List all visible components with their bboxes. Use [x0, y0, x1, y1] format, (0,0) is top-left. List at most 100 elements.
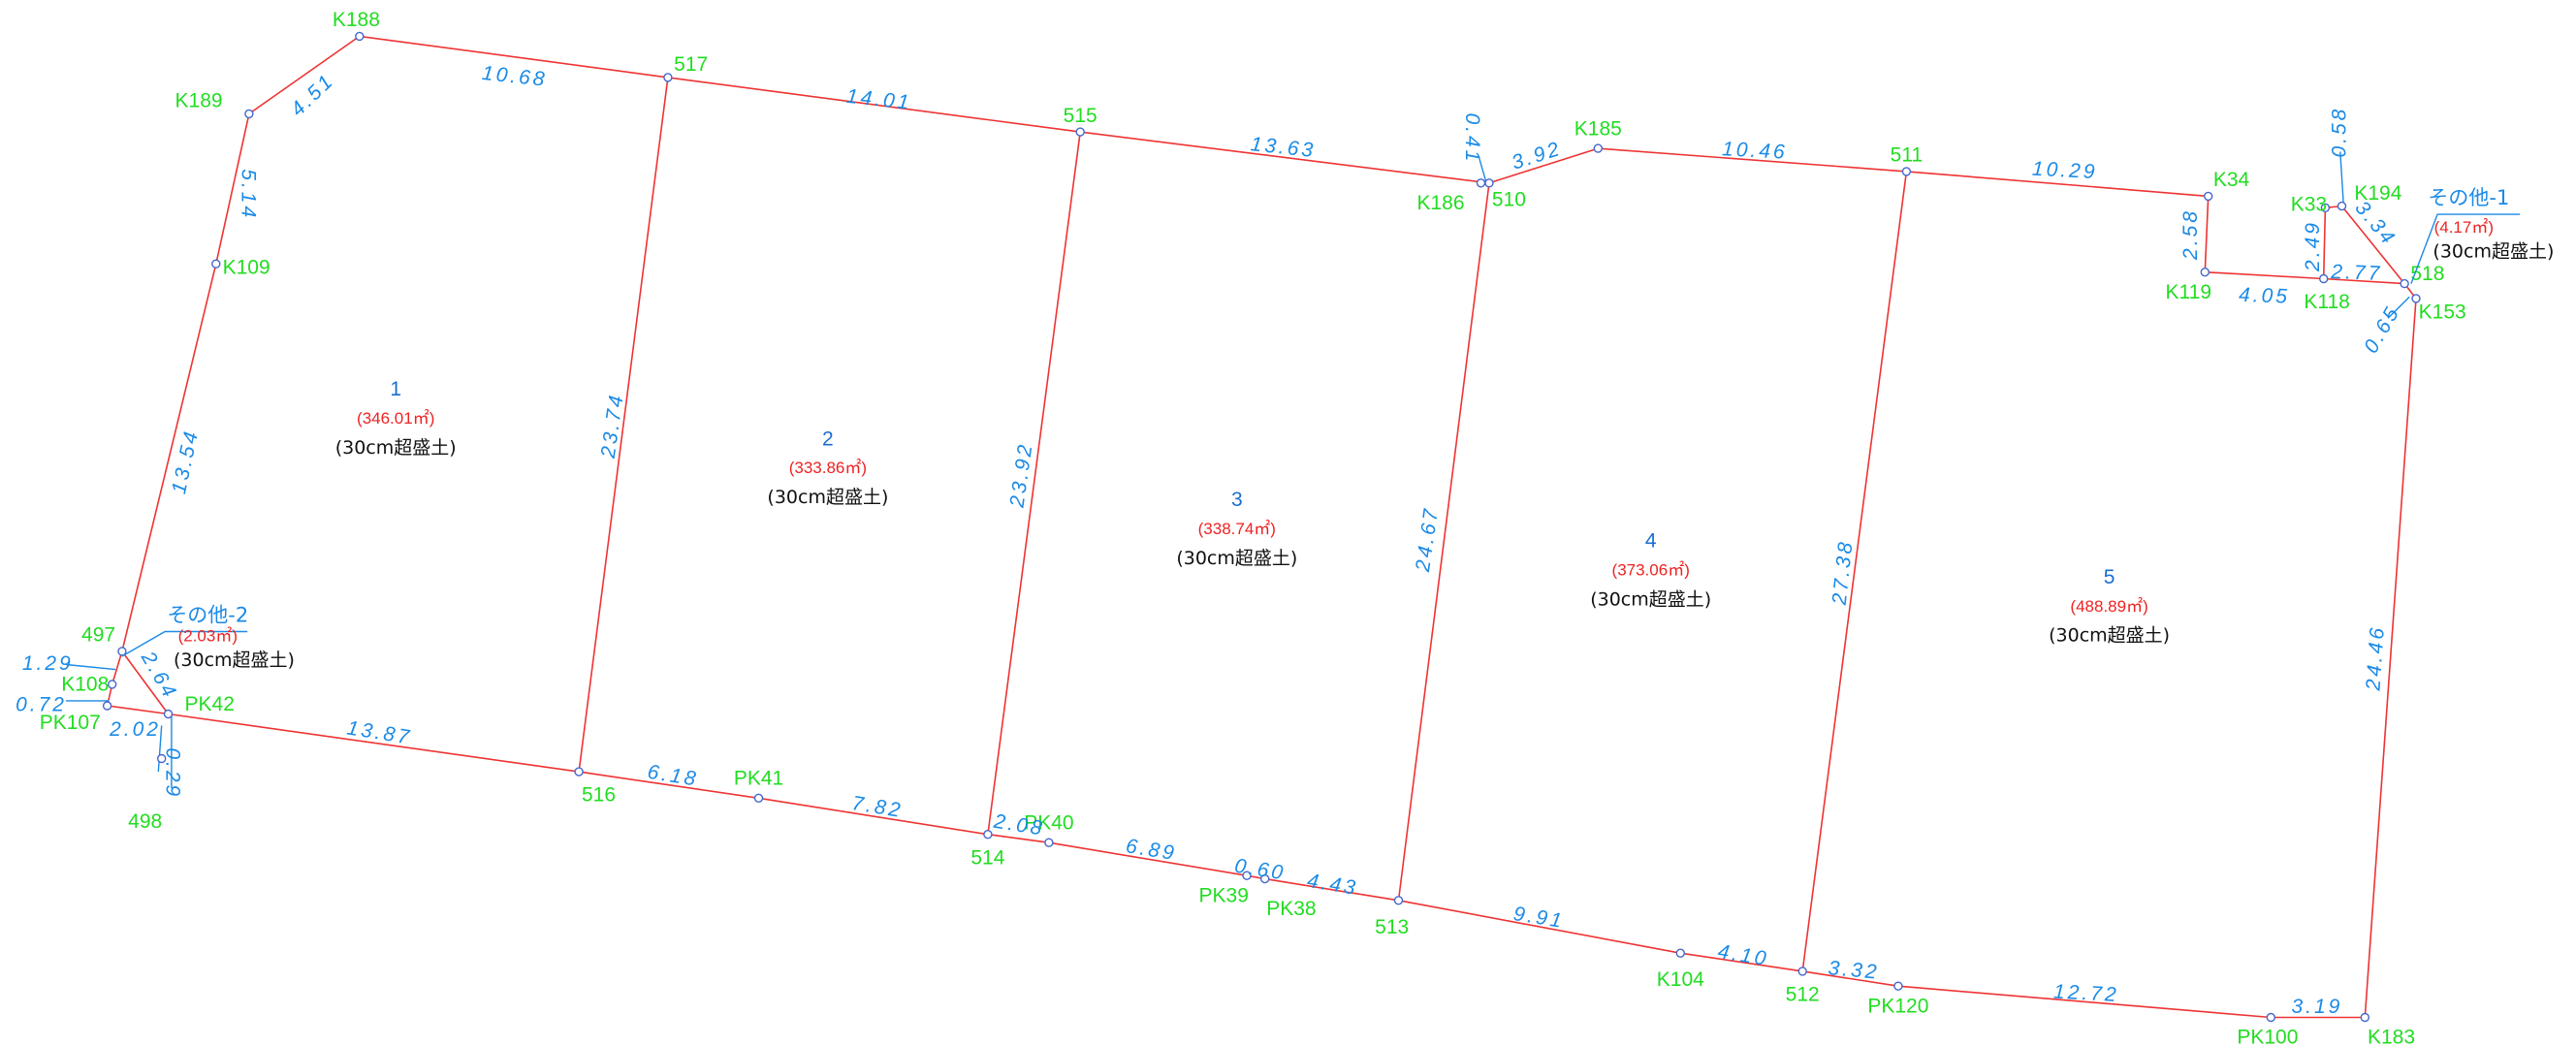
other-area-name: その他-2 — [167, 603, 248, 626]
survey-point-marker — [2411, 294, 2421, 303]
survey-point-marker — [2266, 1012, 2276, 1023]
boundary-line-513-K104 — [1398, 900, 1681, 954]
survey-point-marker — [211, 259, 221, 269]
survey-point-markers — [102, 31, 2421, 1023]
other-area-name: その他-1 — [2428, 186, 2509, 209]
other-area-size: (4.17㎡) — [2434, 218, 2494, 237]
survey-point-label: K108 — [61, 674, 109, 696]
survey-point-label: K34 — [2213, 169, 2250, 191]
survey-point-marker — [1797, 967, 1807, 976]
dimension-label: 23.74 — [597, 392, 628, 460]
survey-point-label: K194 — [2354, 182, 2401, 205]
survey-point-label: 512 — [1786, 984, 1820, 1006]
dimension-label: 13.63 — [1250, 133, 1318, 162]
survey-point-marker — [1593, 143, 1604, 153]
survey-point-label: 498 — [128, 810, 162, 833]
survey-point-label: K109 — [223, 256, 270, 278]
boundary-line-K188-517 — [359, 35, 669, 79]
survey-point-labels: K188 K189 K109 497 K108 PK107 PK42 498 517 516 PK4… — [40, 9, 2466, 1046]
survey-point-label: K153 — [2419, 301, 2466, 323]
dimension-label: 0.72 — [16, 694, 67, 716]
survey-point-label: 510 — [1492, 189, 1526, 211]
survey-point-label: K118 — [2304, 291, 2350, 313]
dimension-label: 14.01 — [845, 85, 913, 114]
dimension-label: 2.49 — [2302, 220, 2324, 272]
survey-point-marker — [753, 793, 764, 803]
boundary-line-PK107-PK42 — [107, 705, 169, 715]
survey-point-marker — [107, 680, 117, 689]
boundary-line-PK120-PK100 — [1897, 985, 2272, 1019]
dimension-label: 2.58 — [2179, 208, 2202, 261]
dimension-label: 7.82 — [850, 792, 905, 822]
dimension-label: 4.10 — [1716, 940, 1770, 970]
survey-point-marker — [1484, 178, 1494, 188]
boundary-line-K118-518 — [2323, 277, 2405, 285]
survey-point-marker — [117, 647, 127, 656]
boundary-line-PK40-PK39 — [1048, 841, 1248, 876]
leader-lines — [65, 151, 2410, 789]
survey-point-label: 511 — [1891, 144, 1923, 167]
boundary-line-K118-K119 — [2205, 270, 2324, 280]
survey-point-label: K185 — [1574, 118, 1622, 141]
boundary-line-510-513 — [1397, 182, 1490, 901]
survey-point-label: K188 — [333, 9, 380, 31]
survey-point-label: PK40 — [1024, 812, 1073, 835]
boundary-line-K189-K109 — [215, 113, 250, 265]
dimension-leader-line — [65, 663, 116, 671]
boundary-line-PK38-513 — [1264, 877, 1399, 902]
boundary-line-516-PK41 — [578, 771, 759, 800]
survey-point-marker — [2400, 278, 2409, 289]
boundary-line-PK41-514 — [758, 797, 989, 836]
dimension-leader-line — [1479, 158, 1487, 182]
parcel-boundary-lines — [106, 35, 2417, 1019]
lot-number: 1 — [390, 378, 401, 400]
lot-area: (373.06㎡) — [1612, 561, 1690, 580]
lot-note: (30cm超盛土) — [1590, 588, 1711, 610]
survey-point-label: 516 — [582, 784, 616, 807]
survey-point-label: 517 — [674, 53, 708, 76]
survey-point-marker — [1393, 896, 1404, 905]
boundary-line-510-K185 — [1488, 147, 1599, 184]
dimension-label: 4.51 — [287, 69, 339, 120]
survey-point-marker — [244, 109, 254, 119]
other-area-labels: その他-1 (4.17㎡) (30cm超盛土) その他-2(2.03㎡) (30cm超盛… — [121, 186, 2554, 671]
lot-number: 5 — [2104, 566, 2115, 588]
survey-point-marker — [2318, 273, 2329, 284]
dimension-label: 10.46 — [1722, 138, 1789, 164]
dimension-label: 3.19 — [2291, 996, 2342, 1018]
survey-point-label: 497 — [81, 624, 115, 647]
boundary-line-511-K34 — [1906, 171, 2209, 198]
dimension-label: 24.67 — [1412, 505, 1443, 574]
lot-note: (30cm超盛土) — [767, 487, 888, 508]
dimension-leader-line — [2339, 151, 2344, 205]
survey-point-label: PK120 — [1867, 995, 1928, 1017]
boundary-line-K104-512 — [1680, 952, 1803, 972]
dimension-label: 13.54 — [168, 428, 204, 496]
lot-area: (488.89㎡) — [2070, 597, 2147, 616]
lot-labels: 1 (346.01㎡) (30cm超盛土) 2 (333.86㎡) (30cm超盛土) 3 (… — [335, 378, 2170, 647]
survey-point-marker — [102, 701, 112, 711]
lot-area: (346.01㎡) — [357, 409, 434, 428]
dimension-label: 6.18 — [646, 761, 700, 791]
survey-point-label: K33 — [2291, 194, 2327, 216]
boundary-line-K183-K153 — [2364, 298, 2417, 1018]
lot-area: (338.74㎡) — [1198, 520, 1276, 538]
survey-point-label: K183 — [2368, 1027, 2415, 1046]
dimension-label: 1.29 — [22, 652, 74, 675]
boundary-line-K33-K118 — [2322, 207, 2327, 279]
dimension-label: 0.29 — [161, 747, 183, 799]
survey-point-label: 513 — [1375, 916, 1409, 938]
survey-point-marker — [1476, 178, 1486, 188]
survey-point-label: PK42 — [185, 693, 235, 715]
lot-note: (30cm超盛土) — [1176, 548, 1297, 569]
dimension-label: 0.41 — [1461, 112, 1483, 164]
survey-point-marker — [2360, 1012, 2370, 1023]
survey-point-marker — [1044, 838, 1054, 847]
lot-note: (30cm超盛土) — [2049, 625, 2170, 647]
survey-point-marker — [574, 767, 584, 777]
other-area-leader-line — [2410, 213, 2521, 284]
survey-point-label: 515 — [1064, 105, 1097, 127]
boundary-line-497-K108 — [111, 650, 123, 685]
survey-point-marker — [1075, 127, 1085, 137]
survey-point-label: PK41 — [734, 768, 783, 790]
